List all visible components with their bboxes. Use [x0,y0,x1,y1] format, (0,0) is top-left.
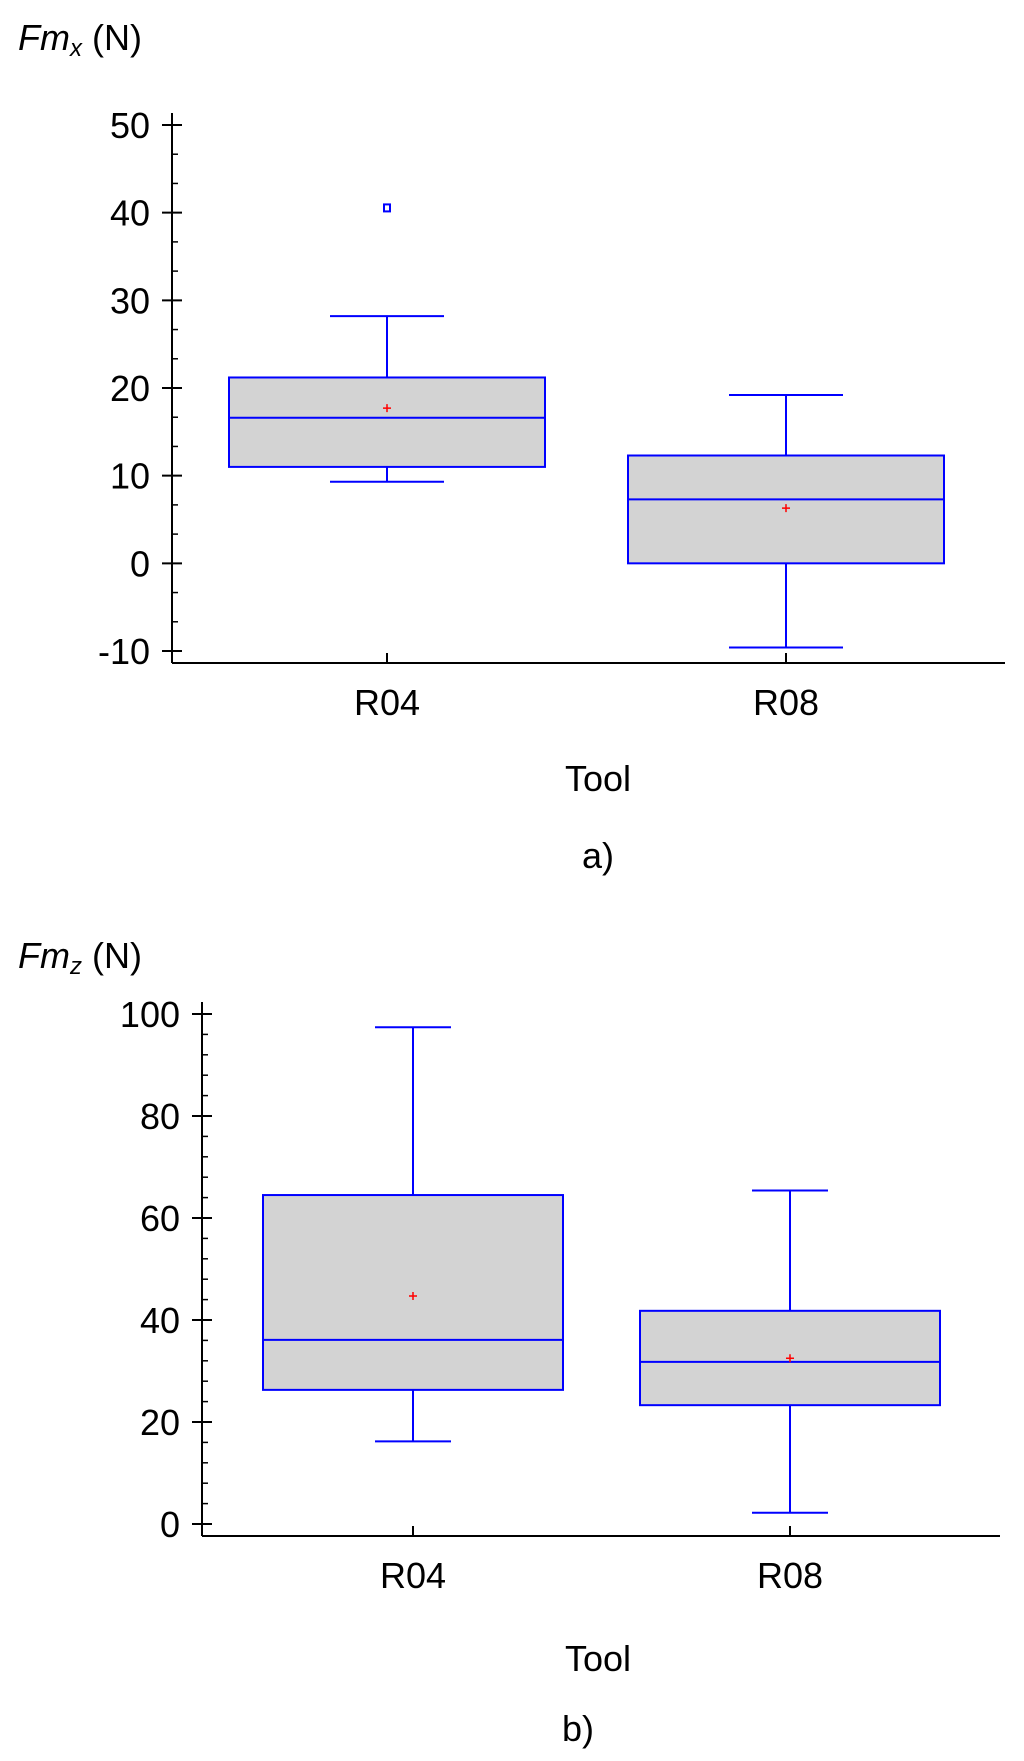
x-tick-label: R08 [753,682,819,723]
outlier-point [383,203,391,213]
y-tick-label: 60 [140,1198,180,1239]
boxes-a [228,203,945,649]
y-tick-label: 100 [120,994,180,1035]
y-tick-label: 20 [110,368,150,409]
y-tick-label: 10 [110,456,150,497]
x-tick-label: R08 [757,1555,823,1596]
axes-b: 0 20 40 60 80 100 R04 R08 [120,994,1000,1596]
y-tick-label: -10 [98,631,150,672]
y-tick-label: 40 [140,1300,180,1341]
y-tick-label: 40 [110,193,150,234]
x-axis-label-a: Tool [565,758,631,799]
x-tick-label: R04 [354,682,420,723]
mean-marker [409,1292,417,1301]
mean-marker [383,404,391,413]
mean-marker [782,504,790,513]
boxes-b [262,1026,941,1514]
y-axis-label-a: Fmx (N) [18,17,142,62]
y-tick-label: 20 [140,1402,180,1443]
y-tick-label: 0 [160,1504,180,1545]
caption-a: a) [582,835,614,876]
x-tick-label: R04 [380,1555,446,1596]
chart-b: Fmz (N) 0 20 40 60 80 100 R04 R08 Tool b) [18,935,1000,1749]
y-tick-label: 30 [110,280,150,321]
caption-b: b) [562,1708,594,1749]
y-tick-label: 50 [110,105,150,146]
y-axis-label-b: Fmz (N) [18,935,142,980]
axes-a: -10 0 10 20 30 40 50 R04 R08 [98,105,1005,723]
mean-marker [786,1354,794,1363]
y-tick-label: 80 [140,1096,180,1137]
chart-a: Fmx (N) -10 0 10 20 30 40 50 R04 R08 Tool a) [18,17,1005,876]
y-tick-label: 0 [130,543,150,584]
box [228,376,546,468]
x-axis-label-b: Tool [565,1638,631,1679]
